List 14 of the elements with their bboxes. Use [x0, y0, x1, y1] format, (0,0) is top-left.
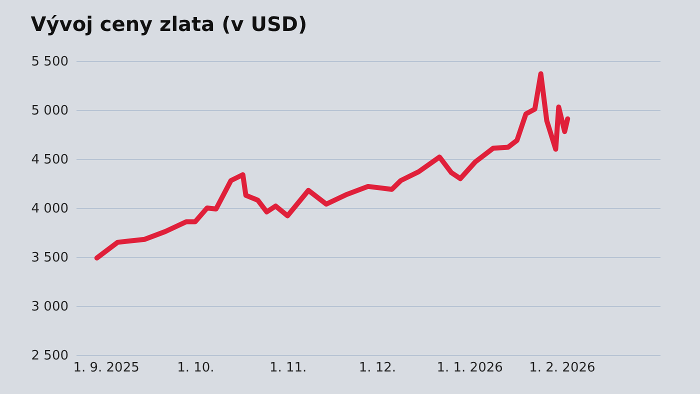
y-tick-label: 3 500	[31, 250, 68, 266]
y-tick-label: 2 500	[31, 348, 68, 364]
x-tick-label: 1. 2. 2026	[529, 360, 596, 376]
chart-title: Vývoj ceny zlata (v USD)	[30, 12, 308, 36]
y-tick-label: 4 500	[31, 152, 68, 168]
x-tick-label: 1. 10.	[177, 360, 214, 376]
y-tick-label: 5 000	[31, 104, 68, 118]
x-tick-label: 1. 1. 2026	[436, 360, 503, 376]
x-tick-label: 1. 9. 2025	[73, 360, 140, 376]
x-tick-label: 1. 11.	[269, 360, 307, 376]
y-tick-label: 5 500	[31, 54, 68, 70]
y-tick-label: 4 000	[31, 202, 68, 216]
x-tick-label: 1. 12.	[358, 360, 396, 376]
y-tick-label: 3 000	[31, 300, 68, 314]
